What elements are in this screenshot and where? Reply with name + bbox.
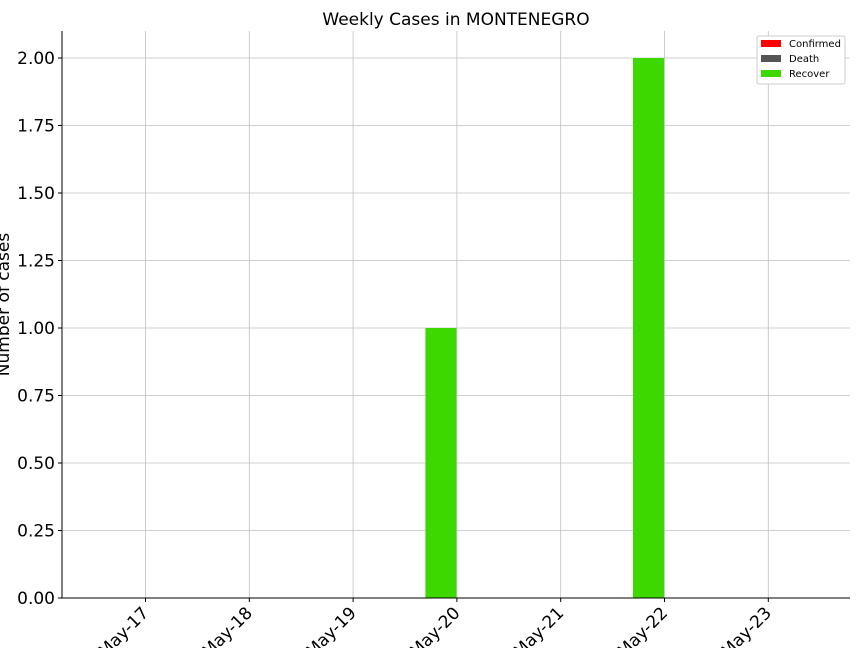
- chart-title: Weekly Cases in MONTENEGRO: [322, 10, 589, 30]
- legend-items: Confirmed Death Recover: [761, 39, 841, 80]
- y-tick-label: 1.50: [17, 184, 55, 204]
- x-tick-label: May-17: [95, 603, 153, 648]
- legend-swatch-death: [761, 55, 781, 62]
- x-tick-label: May-21: [510, 603, 568, 648]
- y-tick-label: 0.25: [17, 522, 55, 542]
- y-tick-label: 0.50: [17, 454, 55, 474]
- x-tick-label: May-22: [614, 603, 672, 648]
- y-tick-label: 0.00: [17, 589, 55, 609]
- y-tick-label: 1.25: [17, 252, 55, 272]
- legend-swatch-confirmed: [761, 40, 781, 47]
- legend-swatch-recover: [761, 70, 781, 77]
- x-tick-label: May-20: [406, 603, 464, 648]
- y-tick-label: 1.00: [17, 319, 55, 339]
- y-axis-label: Number of cases: [0, 233, 14, 377]
- x-tick-label: May-23: [717, 603, 775, 648]
- legend-label-recover: Recover: [789, 69, 830, 80]
- bar-recover: [425, 328, 457, 598]
- y-tick-label: 2.00: [17, 49, 55, 69]
- legend: Confirmed Death Recover: [756, 35, 846, 85]
- y-tick-label: 0.75: [17, 387, 55, 407]
- x-tick-label: May-19: [302, 603, 360, 648]
- legend-label-confirmed: Confirmed: [789, 39, 841, 50]
- bars-layer: [425, 58, 664, 598]
- bar-recover: [633, 58, 664, 598]
- y-tick-label: 1.75: [17, 117, 55, 137]
- x-tick-label: May-18: [198, 603, 256, 648]
- legend-label-death: Death: [789, 54, 819, 65]
